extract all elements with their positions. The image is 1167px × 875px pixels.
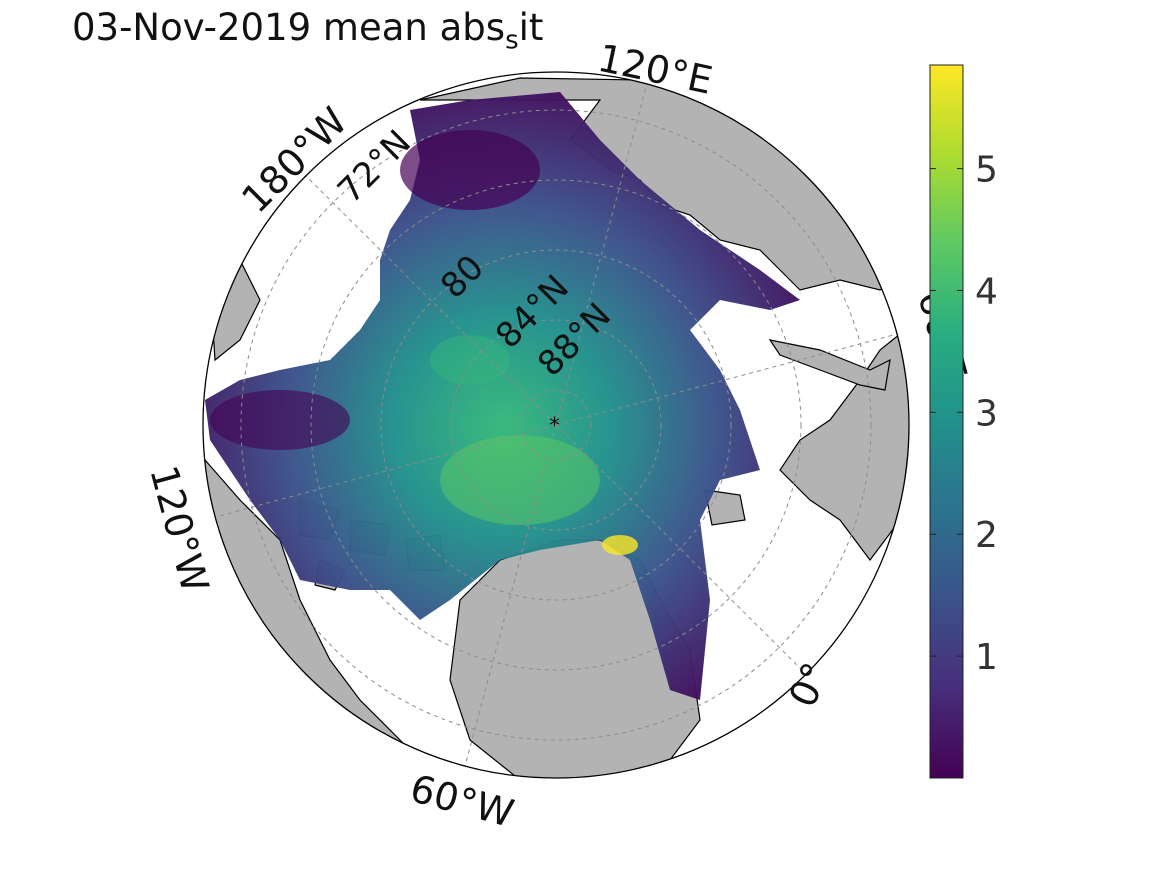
latitude-circle [380, 249, 732, 601]
map-boundary [202, 71, 910, 779]
meridian-line [463, 424, 557, 771]
colorbar-tick-label: 5 [975, 150, 998, 191]
sea-ice-region [205, 92, 800, 700]
meridian-line [555, 79, 649, 426]
colorbar-tick-label: 4 [975, 271, 998, 312]
graticule [211, 79, 902, 771]
novaya-zemlya-land [768, 339, 891, 391]
high-value-patch [430, 335, 510, 385]
lon-label-60w: 60°W [406, 766, 519, 836]
svalbard-land [704, 489, 746, 526]
high-value-patch [440, 435, 600, 525]
meridian-line [304, 174, 557, 426]
colorbar: 1 2 3 4 5 [929, 64, 998, 779]
pole-marker: * [549, 414, 560, 439]
latitude-circle [240, 109, 872, 741]
sea-ice-field [205, 92, 800, 700]
colorbar-tick-label: 2 [975, 515, 998, 556]
meridian-line [555, 332, 902, 426]
meridian-line [211, 424, 557, 519]
low-value-patch [400, 130, 540, 210]
lon-label-120w: 120°W [141, 461, 217, 597]
lon-label-0: 0° [780, 656, 838, 714]
lon-label-180w: 180°W [233, 99, 355, 221]
colorbar-gradient [929, 64, 964, 779]
latitude-circle [310, 179, 802, 671]
latitude-circle [450, 319, 662, 531]
alaska-land [209, 259, 261, 362]
meridian-line [555, 424, 808, 676]
low-value-patch [210, 390, 350, 450]
chart-title: 03-Nov-2019 mean abssit [72, 6, 544, 56]
latitude-circle [520, 389, 592, 461]
colorbar-tick-label: 1 [975, 637, 998, 678]
high-value-patch [602, 535, 638, 555]
colorbar-tick-label: 3 [975, 393, 998, 434]
